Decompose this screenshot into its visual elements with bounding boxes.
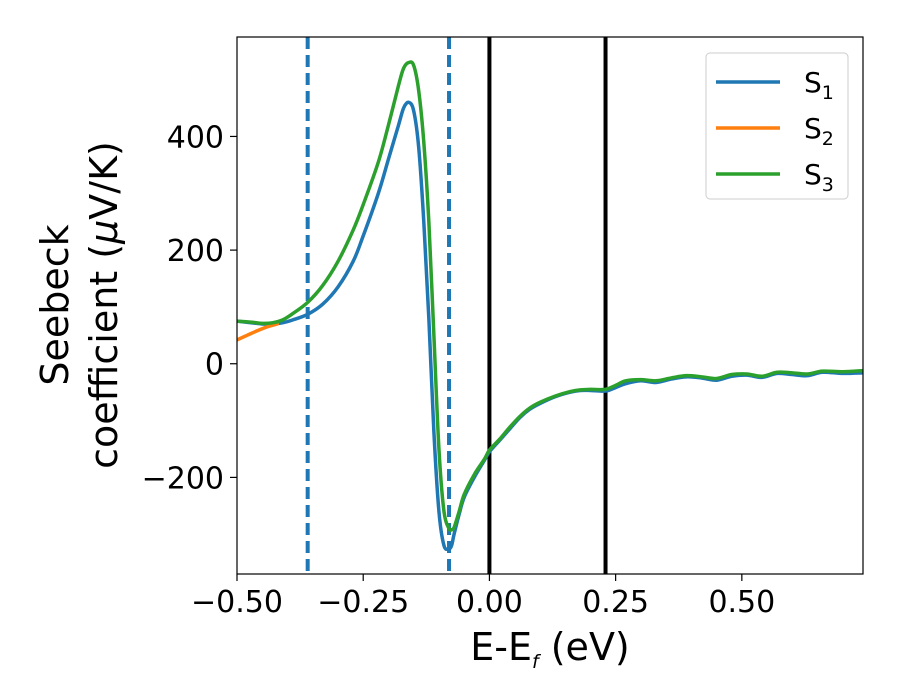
legend-box (705, 52, 849, 200)
vertical-reference-lines (305, 37, 608, 574)
y-tick-label: 400 (167, 120, 224, 155)
x-axis-ticks: −0.50 −0.25 0.00 0.25 0.50 (191, 574, 775, 620)
x-tick-label: −0.25 (317, 585, 409, 620)
plot-frame (236, 36, 864, 575)
x-tick-label: 0.50 (708, 585, 775, 620)
y-axis-title-line1: Seebeck (33, 224, 77, 385)
legend: S1 S2 S3 (705, 52, 849, 200)
x-tick-label: −0.50 (191, 585, 283, 620)
legend-label-s3: S3 (804, 158, 834, 196)
series-line-s3 (237, 60, 863, 533)
y-tick-label: 200 (167, 234, 224, 269)
series-lines (237, 60, 863, 552)
y-axis-ticks: −200 0 200 400 (142, 120, 237, 496)
y-axis-title: Seebeck coefficient (μV/K) (33, 141, 126, 469)
y-tick-label: −200 (142, 461, 224, 496)
y-axis-title-line2: coefficient (μV/K) (82, 141, 126, 469)
x-tick-label: 0.25 (582, 585, 649, 620)
legend-label-s1: S1 (804, 66, 834, 104)
legend-label-s2: S2 (804, 112, 834, 150)
series-line-s2 (237, 322, 280, 342)
x-axis-title: E-Ef (eV) (470, 625, 630, 673)
x-tick-label: 0.00 (456, 585, 523, 620)
y-tick-label: 0 (205, 348, 224, 383)
